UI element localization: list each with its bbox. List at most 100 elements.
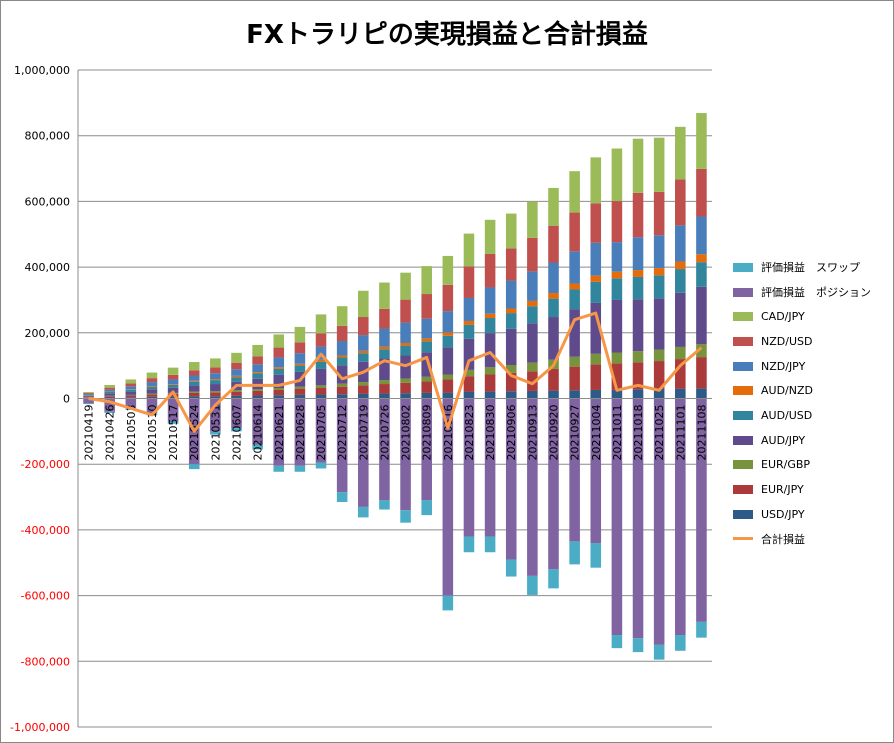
bar-segment [590, 203, 602, 243]
bar-segment [611, 271, 623, 279]
bar-segment [484, 219, 496, 254]
bar-segment [336, 386, 348, 395]
bar-segment [104, 393, 115, 396]
legend-label: CAD/JPY [761, 310, 805, 324]
bar-segment [210, 379, 221, 381]
legend-item: AUD/USD [733, 403, 871, 428]
bar-segment [104, 411, 115, 413]
bar-segment [210, 380, 221, 385]
bar-segment [167, 384, 179, 388]
bar-segment [231, 377, 242, 382]
legend-swatch [733, 435, 753, 445]
bar-segment [125, 383, 137, 387]
y-tick-label: 600,000 [25, 195, 71, 208]
legend-swatch [733, 460, 753, 470]
x-tick-label: 20210719 [357, 405, 370, 461]
bar-segment [273, 374, 285, 388]
bar-segment [421, 352, 432, 377]
bar-segment [569, 390, 580, 399]
bar-segment [590, 353, 602, 365]
legend-item: AUD/JPY [733, 428, 871, 453]
bar-segment [442, 311, 454, 333]
bar-segment [83, 392, 94, 394]
bar-segment [146, 396, 158, 399]
bar-segment [484, 313, 496, 319]
bar-segment [83, 393, 94, 395]
x-tick-label: 20210503 [125, 405, 138, 461]
x-tick-label: 20211004 [590, 405, 603, 461]
bar-segment [358, 353, 369, 362]
bar-segment [379, 308, 390, 329]
bar-segment [632, 299, 644, 352]
bar-segment [527, 362, 538, 372]
bar-segment [231, 362, 242, 370]
bar-segment [358, 506, 369, 518]
bar-segment [463, 266, 475, 298]
x-tick-label: 20210726 [378, 405, 391, 461]
bar-segment [611, 148, 623, 202]
bar-segment [231, 428, 242, 432]
bar-segment [315, 462, 327, 469]
bar-segment [104, 385, 115, 388]
legend-label: 評価損益 ポジション [761, 286, 871, 300]
bar-segment [675, 225, 686, 262]
bar-segment [252, 356, 263, 365]
bar-segment [569, 541, 580, 565]
bar-segment [569, 289, 580, 310]
bar-segment [611, 278, 623, 300]
bar-segment [146, 378, 158, 383]
bar-segment [167, 387, 179, 393]
bar-segment [675, 292, 686, 347]
bar-segment [167, 384, 179, 385]
bar-segment [336, 306, 348, 326]
bar-segment [210, 367, 221, 374]
bar-segment [294, 398, 306, 466]
bar-segment [611, 299, 623, 353]
bar-segment [104, 395, 115, 397]
bar-segment [167, 421, 179, 424]
bar-segment [505, 328, 517, 365]
bar-segment [188, 362, 200, 371]
bar-segment [315, 394, 327, 399]
bar-segment [569, 171, 580, 213]
bar-segment [442, 284, 454, 312]
bar-segment [421, 500, 432, 516]
y-tick-label: 200,000 [25, 327, 71, 340]
bar-segment [125, 379, 137, 384]
bar-segment [294, 342, 306, 354]
bar-segment [505, 308, 517, 314]
bar-segment [273, 389, 285, 396]
bar-segment [167, 374, 179, 380]
bar-segment [632, 237, 644, 271]
x-tick-label: 20210510 [146, 405, 159, 461]
bar-segment [125, 397, 137, 399]
bar-segment [696, 254, 707, 263]
x-tick-label: 20210517 [167, 405, 180, 461]
bar-segment [421, 376, 432, 382]
x-tick-label: 20211101 [674, 405, 687, 461]
bar-segment [188, 396, 200, 399]
bar-segment [484, 367, 496, 375]
bar-segment [421, 294, 432, 319]
bar-segment [358, 393, 369, 399]
bar-segment [611, 635, 623, 649]
bar-segment [569, 251, 580, 284]
bar-segment [632, 398, 644, 639]
bar-segment [83, 395, 94, 397]
bar-segment [273, 334, 285, 348]
bar-segment [590, 242, 602, 276]
bar-segment [675, 261, 686, 270]
bar-segment [294, 353, 306, 364]
bar-segment [104, 387, 115, 390]
bar-segment [252, 398, 263, 445]
bar-segment [653, 298, 665, 350]
bar-segment [231, 398, 242, 429]
bar-segment [210, 391, 221, 393]
x-tick-label: 20210628 [294, 405, 307, 461]
bar-segment [527, 300, 538, 307]
legend-swatch [733, 262, 753, 272]
bar-segment [125, 386, 137, 390]
bar-segment [188, 392, 200, 397]
x-tick-label: 20210802 [400, 405, 413, 461]
bar-segment [463, 536, 475, 553]
